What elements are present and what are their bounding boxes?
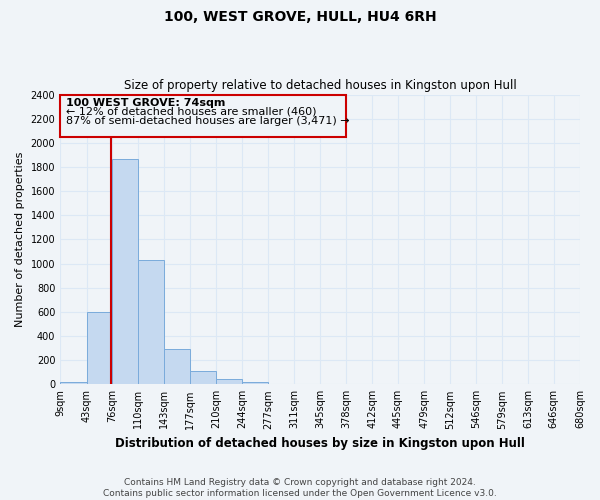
Bar (216, 379, 242, 384)
Bar (242, 382, 268, 384)
Title: Size of property relative to detached houses in Kingston upon Hull: Size of property relative to detached ho… (124, 79, 517, 92)
Bar (112, 158, 139, 384)
Text: 100 WEST GROVE: 74sqm: 100 WEST GROVE: 74sqm (67, 98, 226, 108)
Text: 100, WEST GROVE, HULL, HU4 6RH: 100, WEST GROVE, HULL, HU4 6RH (164, 10, 436, 24)
Bar (60, 382, 86, 384)
Text: ← 12% of detached houses are smaller (460): ← 12% of detached houses are smaller (46… (67, 106, 317, 117)
Bar (86, 312, 112, 384)
Bar (190, 371, 216, 384)
Bar (139, 260, 164, 384)
Text: Contains HM Land Registry data © Crown copyright and database right 2024.
Contai: Contains HM Land Registry data © Crown c… (103, 478, 497, 498)
X-axis label: Distribution of detached houses by size in Kingston upon Hull: Distribution of detached houses by size … (115, 437, 525, 450)
Text: 87% of semi-detached houses are larger (3,471) →: 87% of semi-detached houses are larger (… (67, 116, 350, 126)
FancyBboxPatch shape (60, 95, 346, 138)
Y-axis label: Number of detached properties: Number of detached properties (15, 152, 25, 327)
Bar (164, 350, 190, 384)
